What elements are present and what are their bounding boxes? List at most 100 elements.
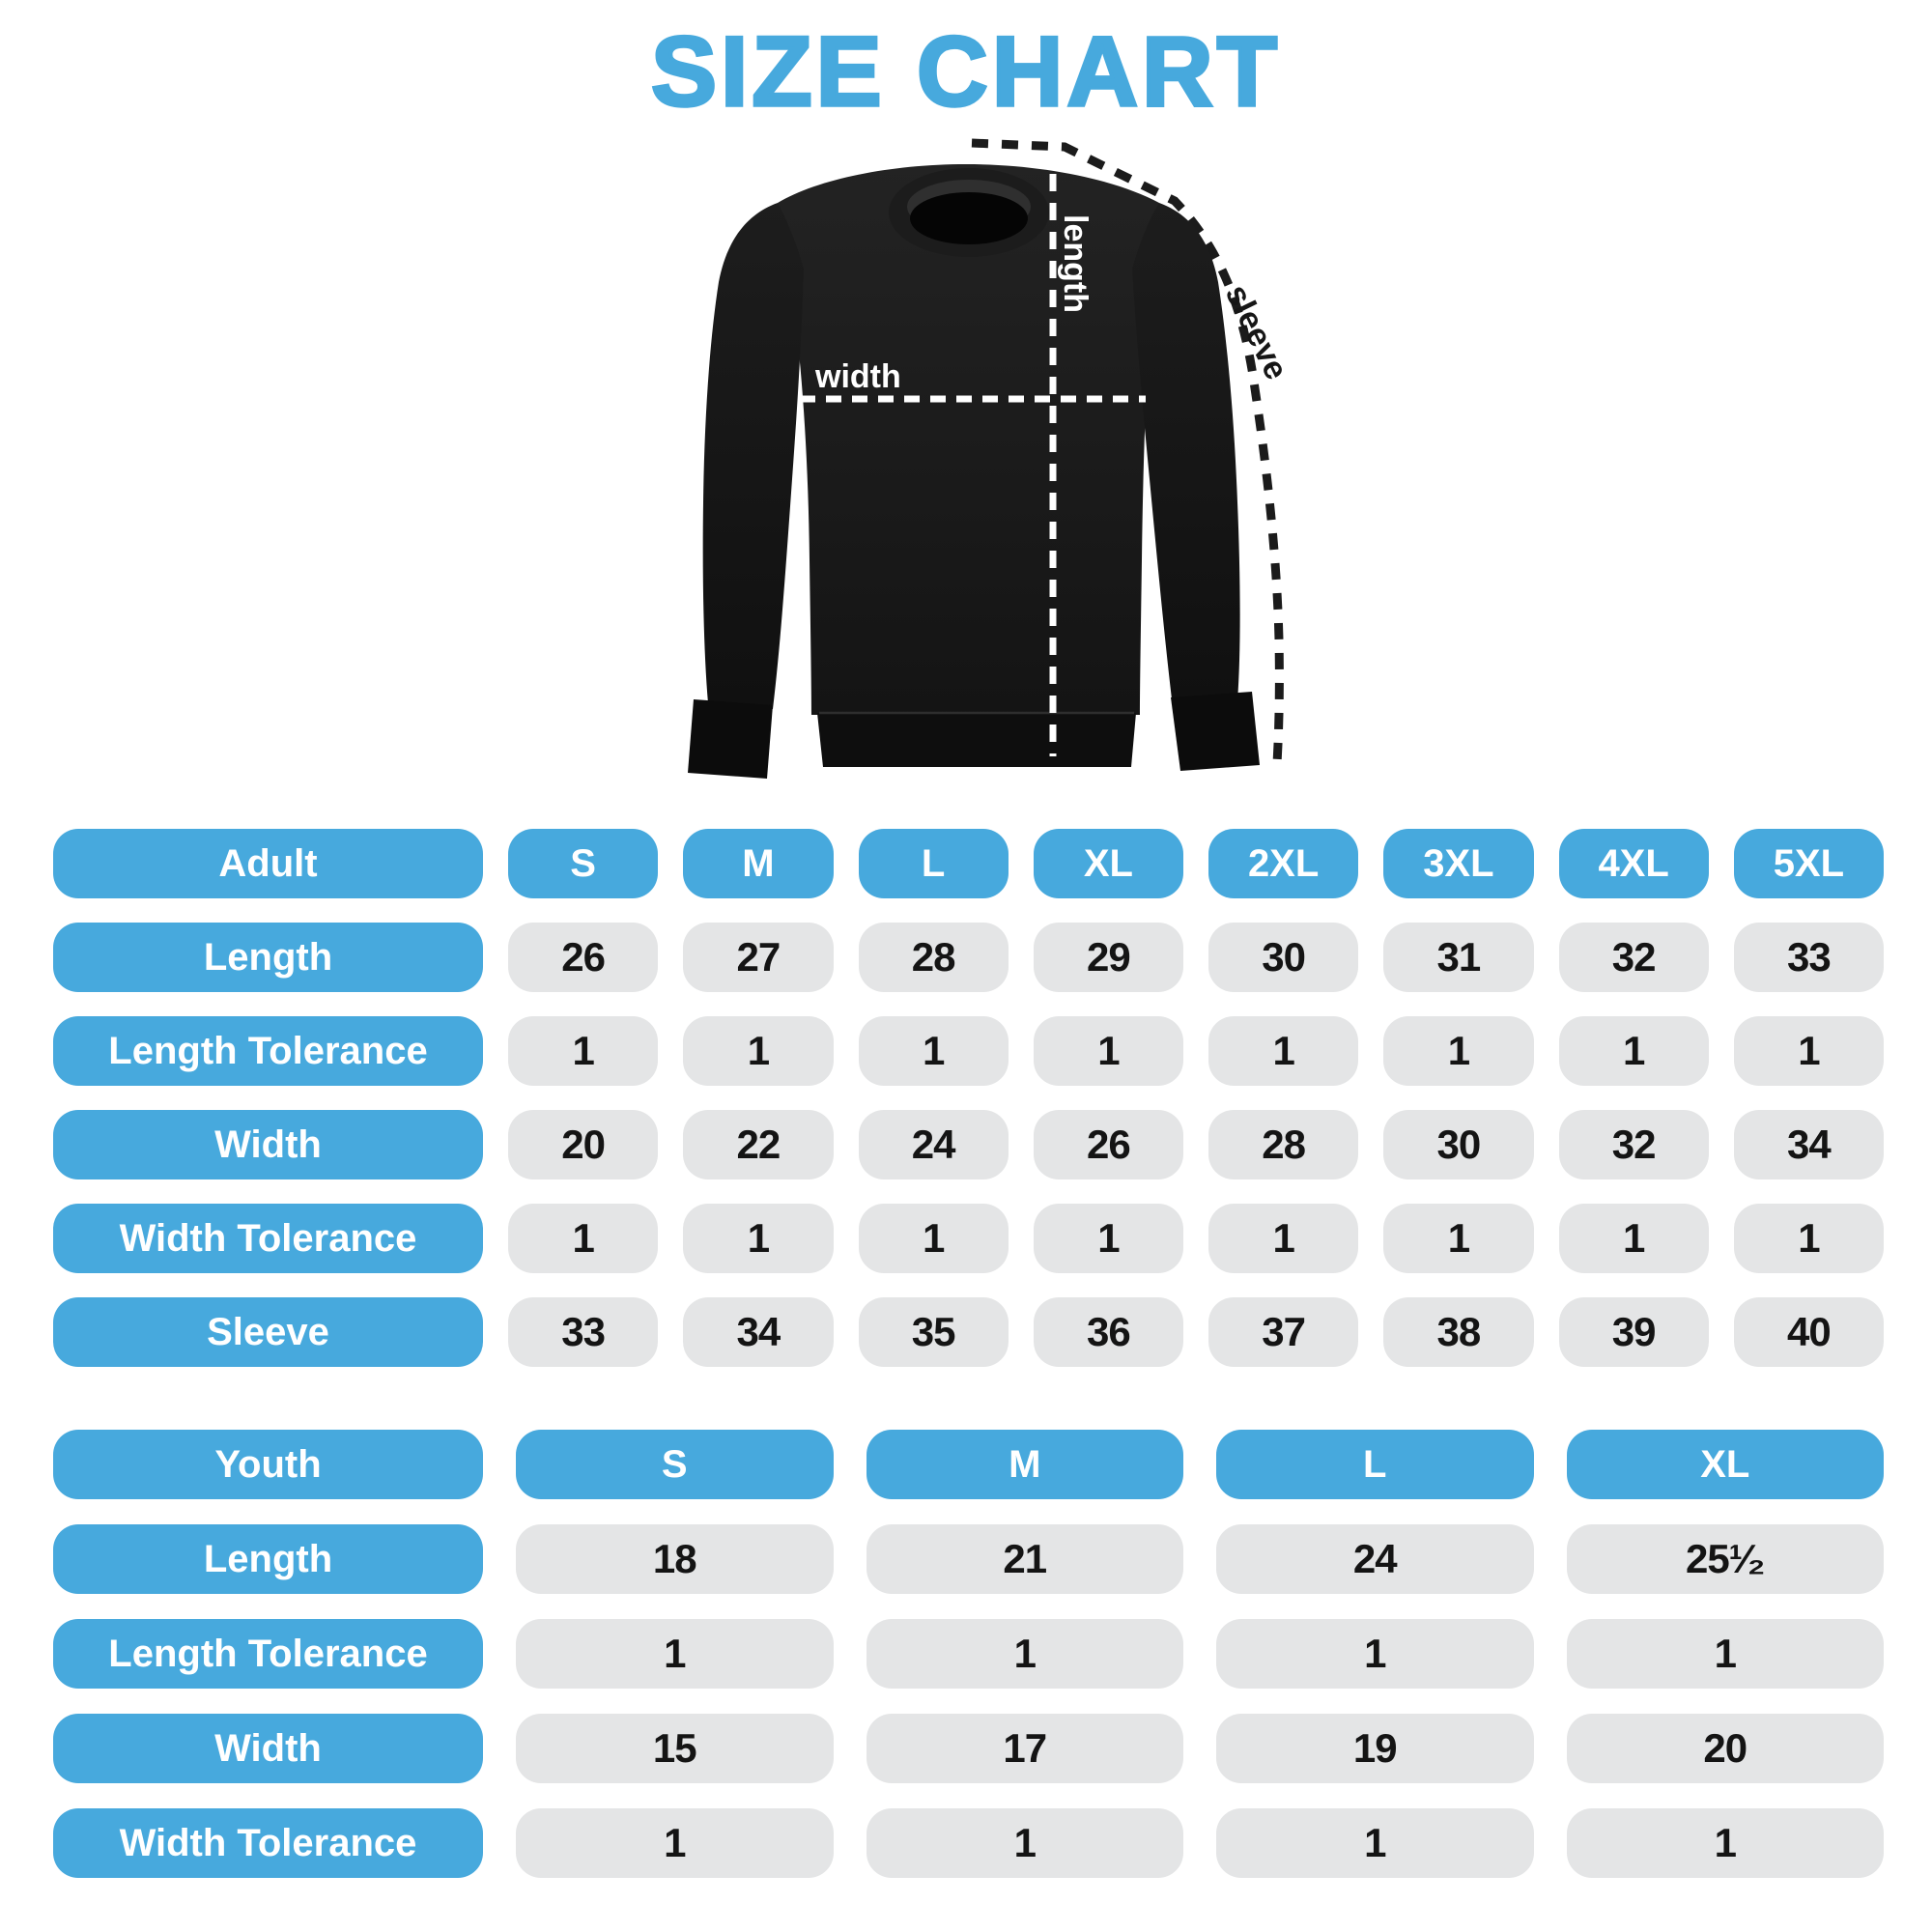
row-label-cell: Width [53, 1714, 483, 1783]
value-cell: 1 [866, 1808, 1183, 1878]
value-cell: 30 [1208, 923, 1359, 992]
value-cell: 34 [683, 1297, 834, 1367]
sleeve-measure-label: sleeve [1218, 279, 1295, 385]
size-header-cell: XL [1566, 1430, 1884, 1499]
size-header-row: Youth S M L XL [53, 1430, 1884, 1499]
row-label-cell: Width [53, 1110, 483, 1179]
value-cell: 1 [1733, 1204, 1884, 1273]
youth-size-table: Youth S M L XL Length 18 21 24 25¹⁄₂ Length Tolera… [53, 1430, 1884, 1878]
value-cell: 1 [858, 1016, 1009, 1086]
value-cell: 1 [508, 1204, 659, 1273]
value-cell: 18 [516, 1524, 834, 1594]
value-cell: 1 [1208, 1016, 1359, 1086]
value-cell: 1 [1558, 1016, 1709, 1086]
table-row: Width Tolerance 1 1 1 1 [53, 1808, 1884, 1878]
value-cell: 30 [1383, 1110, 1534, 1179]
value-cell: 32 [1558, 1110, 1709, 1179]
row-label-cell: Length [53, 1524, 483, 1594]
sweatshirt-body [778, 164, 1159, 715]
sweatshirt-right-sleeve [1132, 203, 1240, 707]
size-header-cell: 3XL [1383, 829, 1534, 898]
right-cuff [1171, 692, 1260, 771]
size-header-row: Adult S M L XL 2XL 3XL 4XL 5XL [53, 829, 1884, 898]
size-header-cell: XL [1033, 829, 1183, 898]
value-cell: 24 [858, 1110, 1009, 1179]
size-header-cell: 4XL [1558, 829, 1709, 898]
value-cell: 1 [1033, 1016, 1183, 1086]
sweatshirt-left-sleeve [702, 203, 804, 709]
value-cell: 36 [1033, 1297, 1183, 1367]
value-cell: 1 [866, 1619, 1183, 1689]
value-cell: 1 [1558, 1204, 1709, 1273]
size-header-cell: S [508, 829, 659, 898]
value-cell: 19 [1216, 1714, 1534, 1783]
value-cell: 24 [1216, 1524, 1534, 1594]
size-header-cell: S [516, 1430, 834, 1499]
value-cell: 35 [858, 1297, 1009, 1367]
value-cell: 21 [866, 1524, 1183, 1594]
value-cell: 1 [516, 1619, 834, 1689]
size-header-cell: 2XL [1208, 829, 1359, 898]
size-header-cell: 5XL [1733, 829, 1884, 898]
value-cell: 1 [1208, 1204, 1359, 1273]
size-header-cell: M [866, 1430, 1183, 1499]
size-header-cell: L [858, 829, 1009, 898]
row-label-cell: Length [53, 923, 483, 992]
table-title-cell: Youth [53, 1430, 483, 1499]
table-row: Width Tolerance 1 1 1 1 1 1 1 1 [53, 1204, 1884, 1273]
value-cell: 1 [1566, 1619, 1884, 1689]
length-measure-label: length [1057, 214, 1094, 313]
value-cell: 1 [1033, 1204, 1183, 1273]
value-cell: 25¹⁄₂ [1566, 1524, 1884, 1594]
value-cell: 40 [1733, 1297, 1884, 1367]
value-cell: 1 [683, 1204, 834, 1273]
value-cell: 15 [516, 1714, 834, 1783]
left-cuff [688, 699, 773, 779]
adult-size-table: Adult S M L XL 2XL 3XL 4XL 5XL Length 26 27 28 29 30 31… [53, 829, 1884, 1367]
collar-opening [910, 192, 1028, 244]
value-cell: 1 [1566, 1808, 1884, 1878]
row-label-cell: Length Tolerance [53, 1619, 483, 1689]
table-row: Width 20 22 24 26 28 30 32 34 [53, 1110, 1884, 1179]
value-cell: 33 [508, 1297, 659, 1367]
value-cell: 38 [1383, 1297, 1534, 1367]
table-row: Length Tolerance 1 1 1 1 1 1 1 1 [53, 1016, 1884, 1086]
row-label-cell: Width Tolerance [53, 1808, 483, 1878]
value-cell: 32 [1558, 923, 1709, 992]
value-cell: 26 [1033, 1110, 1183, 1179]
value-cell: 1 [1383, 1016, 1534, 1086]
row-label-cell: Sleeve [53, 1297, 483, 1367]
value-cell: 1 [516, 1808, 834, 1878]
table-title-cell: Adult [53, 829, 483, 898]
width-measure-label: width [814, 358, 901, 395]
value-cell: 1 [858, 1204, 1009, 1273]
size-header-cell: M [683, 829, 834, 898]
table-row: Length Tolerance 1 1 1 1 [53, 1619, 1884, 1689]
sweatshirt-measurement-diagram: width length sleeve [688, 138, 1295, 779]
value-cell: 28 [858, 923, 1009, 992]
table-row: Length 18 21 24 25¹⁄₂ [53, 1524, 1884, 1594]
value-cell: 31 [1383, 923, 1534, 992]
page-title: SIZE CHART [649, 14, 1281, 128]
value-cell: 20 [508, 1110, 659, 1179]
table-row: Width 15 17 19 20 [53, 1714, 1884, 1783]
value-cell: 37 [1208, 1297, 1359, 1367]
value-cell: 26 [508, 923, 659, 992]
sleeve-measure-line [971, 138, 1284, 764]
value-cell: 39 [1558, 1297, 1709, 1367]
value-cell: 1 [1216, 1619, 1534, 1689]
value-cell: 34 [1733, 1110, 1884, 1179]
row-label-cell: Width Tolerance [53, 1204, 483, 1273]
value-cell: 17 [866, 1714, 1183, 1783]
value-cell: 22 [683, 1110, 834, 1179]
sweatshirt-hem-band [817, 713, 1136, 767]
value-cell: 27 [683, 923, 834, 992]
table-row: Length 26 27 28 29 30 31 32 33 [53, 923, 1884, 992]
value-cell: 1 [1216, 1808, 1534, 1878]
value-cell: 1 [683, 1016, 834, 1086]
value-cell: 1 [1733, 1016, 1884, 1086]
row-label-cell: Length Tolerance [53, 1016, 483, 1086]
value-cell: 33 [1733, 923, 1884, 992]
size-header-cell: L [1216, 1430, 1534, 1499]
